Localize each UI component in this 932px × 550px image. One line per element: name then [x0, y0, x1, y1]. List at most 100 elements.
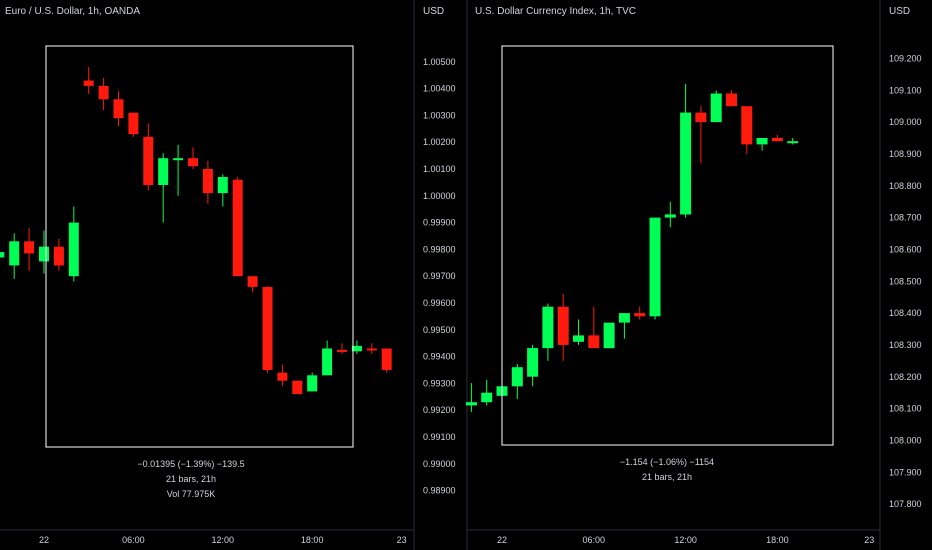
candle-up[interactable] [351, 340, 362, 354]
candle-down[interactable] [113, 91, 124, 127]
price-tick-label: 109.100 [889, 85, 922, 95]
candle-up[interactable] [465, 383, 477, 412]
candle-down[interactable] [588, 306, 600, 349]
candle-down[interactable] [741, 106, 753, 154]
price-tick-label: 108.400 [889, 308, 922, 318]
price-tick-label: 0.99400 [423, 352, 456, 362]
candle-up[interactable] [710, 90, 722, 123]
price-tick-label: 1.00100 [423, 164, 456, 174]
candle-down[interactable] [695, 106, 707, 164]
time-tick-label: 23 [397, 535, 407, 545]
range-bars-label: 21 bars, 21h [166, 474, 216, 484]
range-change-label: −1.154 (−1.06%) −1154 [620, 457, 714, 467]
candle-down[interactable] [381, 348, 392, 373]
candle-down[interactable] [726, 90, 737, 107]
price-tick-label: 108.100 [889, 404, 922, 414]
price-tick-label: 1.00400 [423, 84, 456, 94]
chart-eurusd[interactable]: Euro / U.S. Dollar, 1h, OANDA USD 1.0050… [0, 0, 456, 550]
candle-up[interactable] [322, 340, 333, 376]
candle-body [649, 217, 661, 317]
candle-up[interactable] [173, 144, 184, 196]
candle-body [24, 241, 35, 254]
candle-down[interactable] [143, 123, 154, 191]
candle-body [351, 345, 362, 352]
price-tick-label: 0.99600 [423, 298, 456, 308]
candle-body [756, 138, 768, 145]
candle-body [39, 246, 49, 262]
candle-up[interactable] [680, 83, 692, 218]
candle-down[interactable] [366, 343, 377, 354]
candle-body [680, 112, 692, 215]
range-bars-label: 21 bars, 21h [642, 472, 692, 482]
price-tick-label: 108.700 [889, 213, 922, 223]
candle-body [664, 214, 676, 218]
candle-down[interactable] [83, 67, 94, 94]
candle-down[interactable] [277, 364, 288, 387]
candle-down[interactable] [202, 160, 213, 204]
candle-down[interactable] [188, 147, 198, 170]
candle-body [542, 306, 554, 349]
candle-down[interactable] [557, 294, 569, 361]
candle-body [588, 335, 600, 349]
time-axis[interactable]: 22 06:00 12:00 18:00 23 [497, 535, 874, 545]
time-tick-label: 06:00 [122, 535, 145, 545]
candle-up[interactable] [573, 319, 584, 345]
chart-dxy[interactable]: U.S. Dollar Currency Index, 1h, TVC USD … [465, 0, 922, 550]
price-tick-label: 1.00300 [423, 110, 456, 120]
price-tick-label: 0.99500 [423, 325, 456, 335]
time-tick-label: 06:00 [583, 535, 606, 545]
candle-body [262, 286, 273, 370]
time-axis[interactable]: 22 06:00 12:00 18:00 23 [39, 535, 407, 545]
candle-up[interactable] [9, 233, 20, 279]
candle-down[interactable] [53, 238, 64, 271]
candle-up[interactable] [618, 313, 630, 339]
candle-up[interactable] [664, 201, 676, 228]
candle-body [307, 375, 318, 392]
candle-down[interactable] [232, 177, 243, 277]
price-axis-currency: USD [889, 6, 910, 17]
price-tick-label: 108.200 [889, 372, 922, 382]
candle-up[interactable] [0, 247, 5, 271]
price-tick-label: 107.800 [889, 499, 922, 509]
candle-up[interactable] [307, 372, 318, 392]
candle-up[interactable] [39, 230, 49, 274]
candle-up[interactable] [787, 138, 799, 145]
price-tick-label: 0.99000 [423, 459, 456, 469]
candle-up[interactable] [527, 344, 539, 387]
candle-body [217, 177, 228, 194]
candle-down[interactable] [98, 77, 109, 110]
candles [0, 67, 392, 395]
candle-down[interactable] [24, 227, 35, 271]
price-axis[interactable]: 1.00500 1.00400 1.00300 1.00200 1.00100 1.000… [423, 57, 456, 496]
candle-down[interactable] [292, 380, 303, 395]
time-tick-label: 23 [864, 535, 874, 545]
candle-down[interactable] [247, 276, 258, 293]
candle-up[interactable] [481, 379, 493, 406]
candle-up[interactable] [756, 138, 768, 151]
candle-down[interactable] [771, 134, 783, 142]
candle-down[interactable] [634, 306, 646, 320]
candle-down[interactable] [128, 112, 139, 137]
candle-body [143, 136, 154, 185]
candle-up[interactable] [649, 217, 661, 320]
candle-up[interactable] [217, 174, 228, 207]
candle-body [188, 158, 198, 167]
price-tick-label: 109.000 [889, 117, 922, 127]
candle-up[interactable] [603, 322, 615, 349]
candle-body [9, 241, 20, 266]
candle-down[interactable] [337, 343, 347, 354]
candle-up[interactable] [511, 364, 523, 399]
candle-down[interactable] [262, 286, 273, 373]
price-tick-label: 0.99700 [423, 271, 456, 281]
date-range-box[interactable] [501, 45, 834, 446]
candle-up[interactable] [542, 303, 554, 361]
price-axis[interactable]: 109.200 109.100 109.000 108.900 108.800 108.7… [889, 54, 922, 510]
price-tick-label: 108.500 [889, 276, 922, 286]
candle-up[interactable] [158, 152, 169, 223]
candle-body [771, 138, 783, 142]
candles [465, 83, 799, 412]
date-range-box[interactable] [45, 45, 354, 448]
candle-up[interactable] [68, 206, 79, 282]
candle-body [232, 179, 243, 277]
time-tick-label: 18:00 [766, 535, 789, 545]
